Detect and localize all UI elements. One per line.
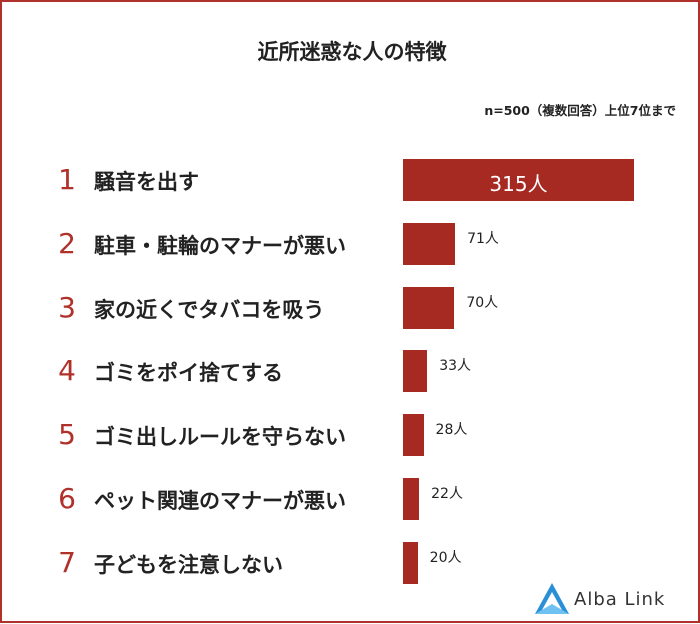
chart-title: 近所迷惑な人の特徴 bbox=[257, 40, 447, 64]
rank-number: 3 bbox=[58, 290, 76, 324]
value-label: 315人 bbox=[489, 172, 548, 196]
value-label: 28人 bbox=[435, 422, 468, 439]
bar bbox=[403, 286, 455, 329]
category-label: 騒音を出す bbox=[94, 170, 199, 194]
value-label: 20人 bbox=[429, 549, 462, 566]
category-label: ペット関連のマナーが悪い bbox=[94, 489, 346, 513]
category-label: ゴミをポイ捨てする bbox=[94, 361, 283, 386]
bar bbox=[403, 478, 420, 520]
rank-number: 7 bbox=[58, 545, 76, 579]
value-label: 22人 bbox=[431, 486, 463, 502]
value-label: 33人 bbox=[439, 358, 472, 375]
bar bbox=[403, 350, 428, 393]
category-label: 家の近くでタバコを吸う bbox=[94, 297, 325, 322]
rank-number: 4 bbox=[58, 354, 76, 388]
bar bbox=[403, 222, 456, 265]
value-label: 70人 bbox=[466, 294, 499, 311]
rank-number: 2 bbox=[58, 226, 76, 260]
value-label: 71人 bbox=[467, 230, 499, 247]
alba-link-logo: Alba Link bbox=[532, 580, 692, 620]
rank-number: 1 bbox=[58, 163, 76, 196]
logo-text: Alba Link bbox=[574, 589, 666, 610]
category-label: 子どもを注意しない bbox=[94, 552, 283, 577]
alba-link-logo-icon bbox=[535, 583, 569, 614]
sample-note: n=500（複数回答）上位7位まで bbox=[484, 103, 676, 118]
bar bbox=[403, 541, 418, 584]
bar bbox=[403, 414, 424, 457]
rank-number: 5 bbox=[58, 418, 76, 452]
rank-number: 6 bbox=[58, 482, 76, 515]
category-label: ゴミ出しルールを守らない bbox=[94, 425, 346, 450]
category-label: 駐車・駐輪のマナーが悪い bbox=[94, 233, 346, 258]
bar bbox=[403, 159, 634, 201]
